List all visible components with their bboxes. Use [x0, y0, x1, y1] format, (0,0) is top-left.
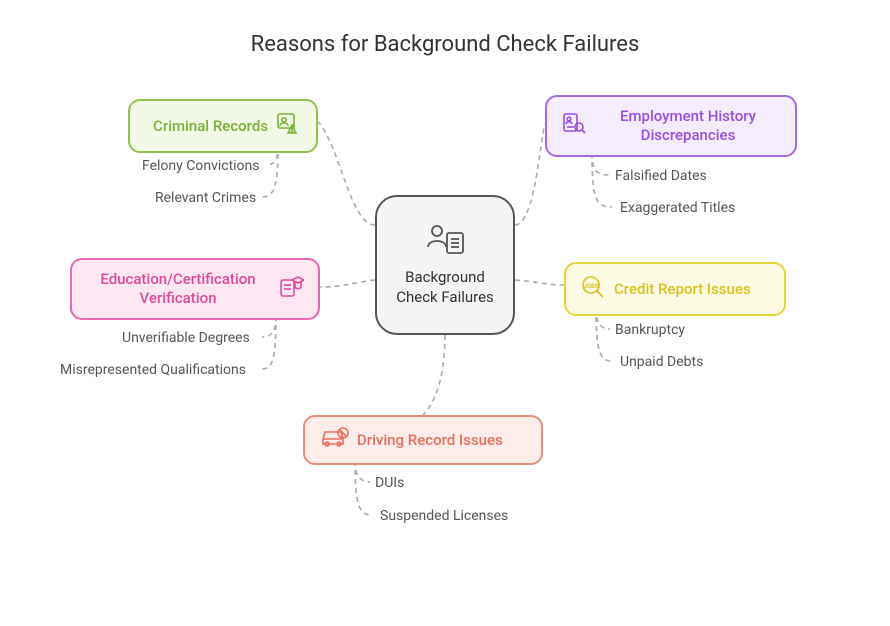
sub-suspended-licenses: Suspended Licenses: [380, 508, 508, 524]
person-document-icon: [423, 223, 467, 263]
branch-criminal-records: Criminal Records: [128, 99, 318, 153]
diagram-canvas: Background Check Failures Criminal Recor…: [0, 0, 890, 626]
branch-driving-issues: Driving Record Issues: [303, 415, 543, 465]
branch-education-verification: Education/Certification Verification: [70, 258, 320, 320]
jobs-magnifier-icon: JOBS: [580, 274, 606, 304]
graduation-icon: [278, 274, 304, 304]
sub-duis: DUIs: [375, 475, 404, 491]
sub-misrepresented-qualifications: Misrepresented Qualifications: [60, 362, 246, 378]
search-doc-icon: [561, 111, 587, 141]
sub-felony-convictions: Felony Convictions: [142, 158, 260, 174]
branch-label: Driving Record Issues: [357, 431, 503, 450]
sub-unpaid-debts: Unpaid Debts: [620, 354, 703, 370]
svg-text:JOBS: JOBS: [583, 283, 598, 290]
branch-label: Credit Report Issues: [614, 280, 751, 299]
sub-bankruptcy: Bankruptcy: [615, 322, 685, 338]
center-label: Background Check Failures: [385, 268, 505, 307]
branch-credit-issues: JOBS Credit Report Issues: [564, 262, 786, 316]
sub-unverifiable-degrees: Unverifiable Degrees: [122, 330, 250, 346]
center-node: Background Check Failures: [375, 195, 515, 335]
branch-label: Employment History Discrepancies: [595, 107, 781, 145]
branch-label: Education/Certification Verification: [86, 270, 270, 308]
sub-falsified-dates: Falsified Dates: [615, 168, 707, 184]
sub-relevant-crimes: Relevant Crimes: [155, 190, 256, 206]
branch-label: Criminal Records: [153, 117, 268, 136]
car-ban-icon: [319, 427, 349, 453]
branch-employment-discrepancies: Employment History Discrepancies: [545, 95, 797, 157]
id-warning-icon: [276, 111, 302, 141]
sub-exaggerated-titles: Exaggerated Titles: [620, 200, 735, 216]
